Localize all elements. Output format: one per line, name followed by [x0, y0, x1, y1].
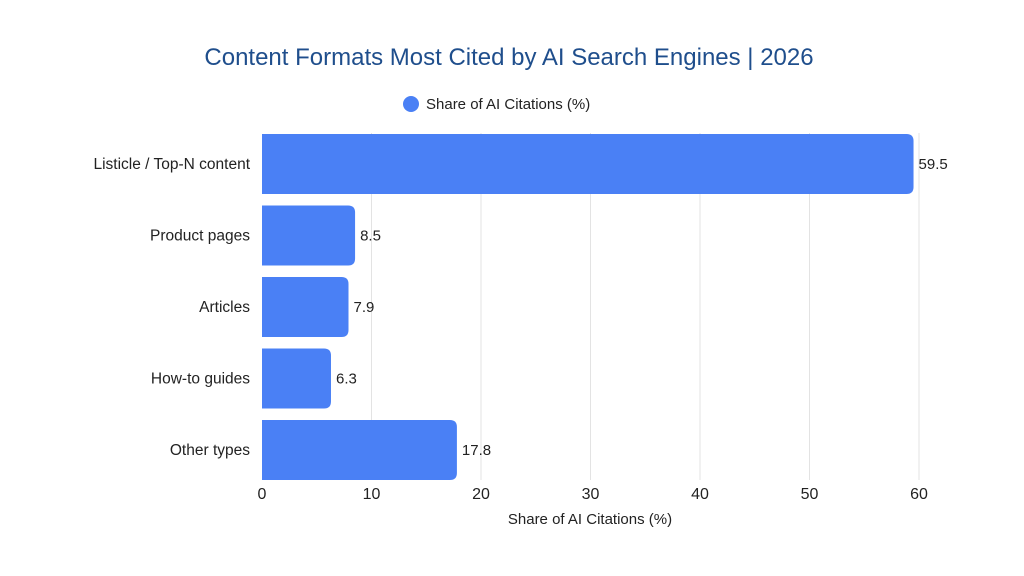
data-label: 7.9	[354, 299, 375, 316]
x-tick-label: 60	[910, 486, 928, 503]
x-tick-label: 10	[363, 486, 381, 503]
legend-label: Share of AI Citations (%)	[426, 96, 590, 113]
data-label: 17.8	[462, 442, 491, 459]
value-labels: 59.5 8.5 7.9 6.3 17.8	[336, 156, 948, 459]
data-label: 59.5	[919, 156, 948, 173]
category-label: Product pages	[150, 228, 250, 245]
x-tick-label: 20	[472, 486, 490, 503]
bar	[262, 205, 356, 266]
bar	[262, 348, 331, 409]
x-tick-label: 0	[258, 486, 267, 503]
legend: Share of AI Citations (%)	[403, 96, 590, 113]
chart-title: Content Formats Most Cited by AI Search …	[204, 44, 813, 71]
bar	[262, 277, 349, 337]
x-axis-ticks: 0 10 20 30 40 50 60	[258, 486, 928, 503]
category-labels: Listicle / Top-N content Product pages Art…	[93, 156, 250, 459]
data-label: 8.5	[360, 228, 381, 245]
x-tick-label: 40	[691, 486, 709, 503]
category-label: Other types	[170, 442, 250, 459]
x-axis-label: Share of AI Citations (%)	[508, 511, 672, 528]
x-tick-label: 30	[582, 486, 600, 503]
bar	[262, 420, 457, 480]
x-tick-label: 50	[801, 486, 819, 503]
category-label: Articles	[199, 299, 250, 316]
bars	[262, 134, 914, 480]
legend-marker	[403, 96, 419, 112]
category-label: How-to guides	[151, 371, 250, 388]
data-label: 6.3	[336, 371, 357, 388]
bar	[262, 134, 914, 194]
category-label: Listicle / Top-N content	[93, 156, 250, 173]
